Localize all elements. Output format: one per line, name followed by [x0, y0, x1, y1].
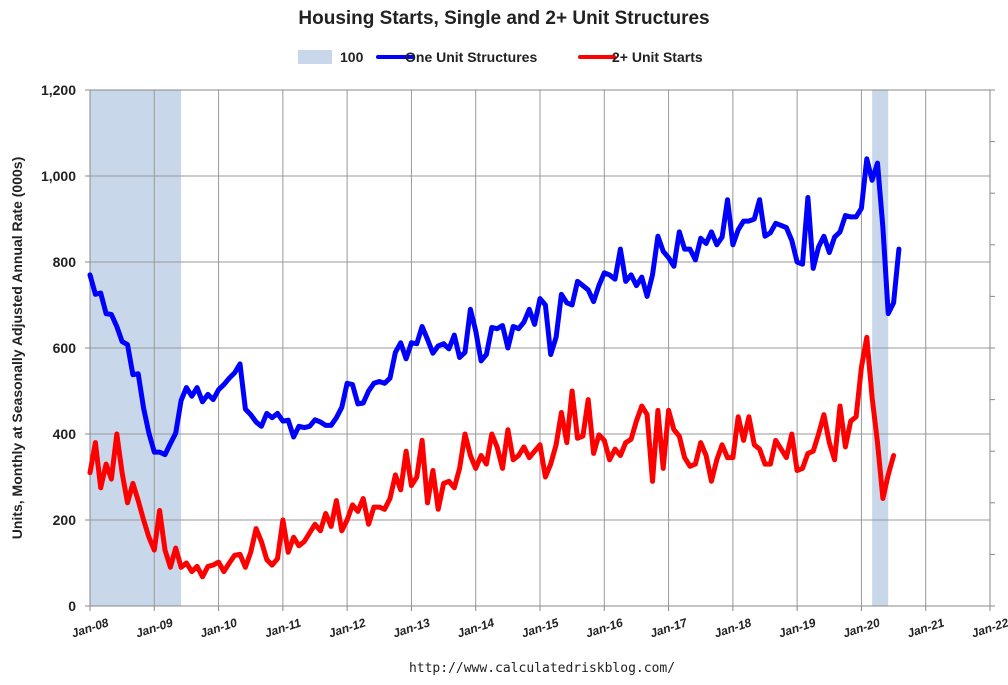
series-line-one-unit	[87, 156, 902, 458]
chart-title: Housing Starts, Single and 2+ Unit Struc…	[298, 8, 709, 29]
series-line-multi-unit	[87, 334, 897, 580]
y-tick-label-2: 400	[53, 426, 77, 442]
y-tick-label-5: 1,000	[41, 168, 76, 184]
legend: 100 One Unit Structures 2+ Unit Starts	[298, 49, 703, 65]
y-axis: 0 200 400 600 800 1,000 1,200	[41, 82, 90, 614]
y-tick-label-3: 600	[53, 340, 77, 356]
series-lines	[87, 156, 902, 580]
right-axis-ticks	[990, 89, 995, 607]
y-tick-label-1: 200	[53, 512, 77, 528]
y-tick-label-6: 1,200	[41, 82, 76, 98]
y-axis-label: Units, Monthly at Seasonally Adjusted An…	[9, 157, 25, 539]
legend-recession-swatch	[298, 50, 332, 64]
source-url: http://www.calculatedriskblog.com/	[409, 661, 675, 676]
legend-multi-unit-label: 2+ Unit Starts	[612, 49, 703, 65]
y-tick-label-4: 800	[53, 254, 77, 270]
y-tick-label-0: 0	[68, 598, 76, 614]
legend-recession-label: 100	[340, 49, 364, 65]
legend-one-unit-label: One Unit Structures	[405, 49, 537, 65]
